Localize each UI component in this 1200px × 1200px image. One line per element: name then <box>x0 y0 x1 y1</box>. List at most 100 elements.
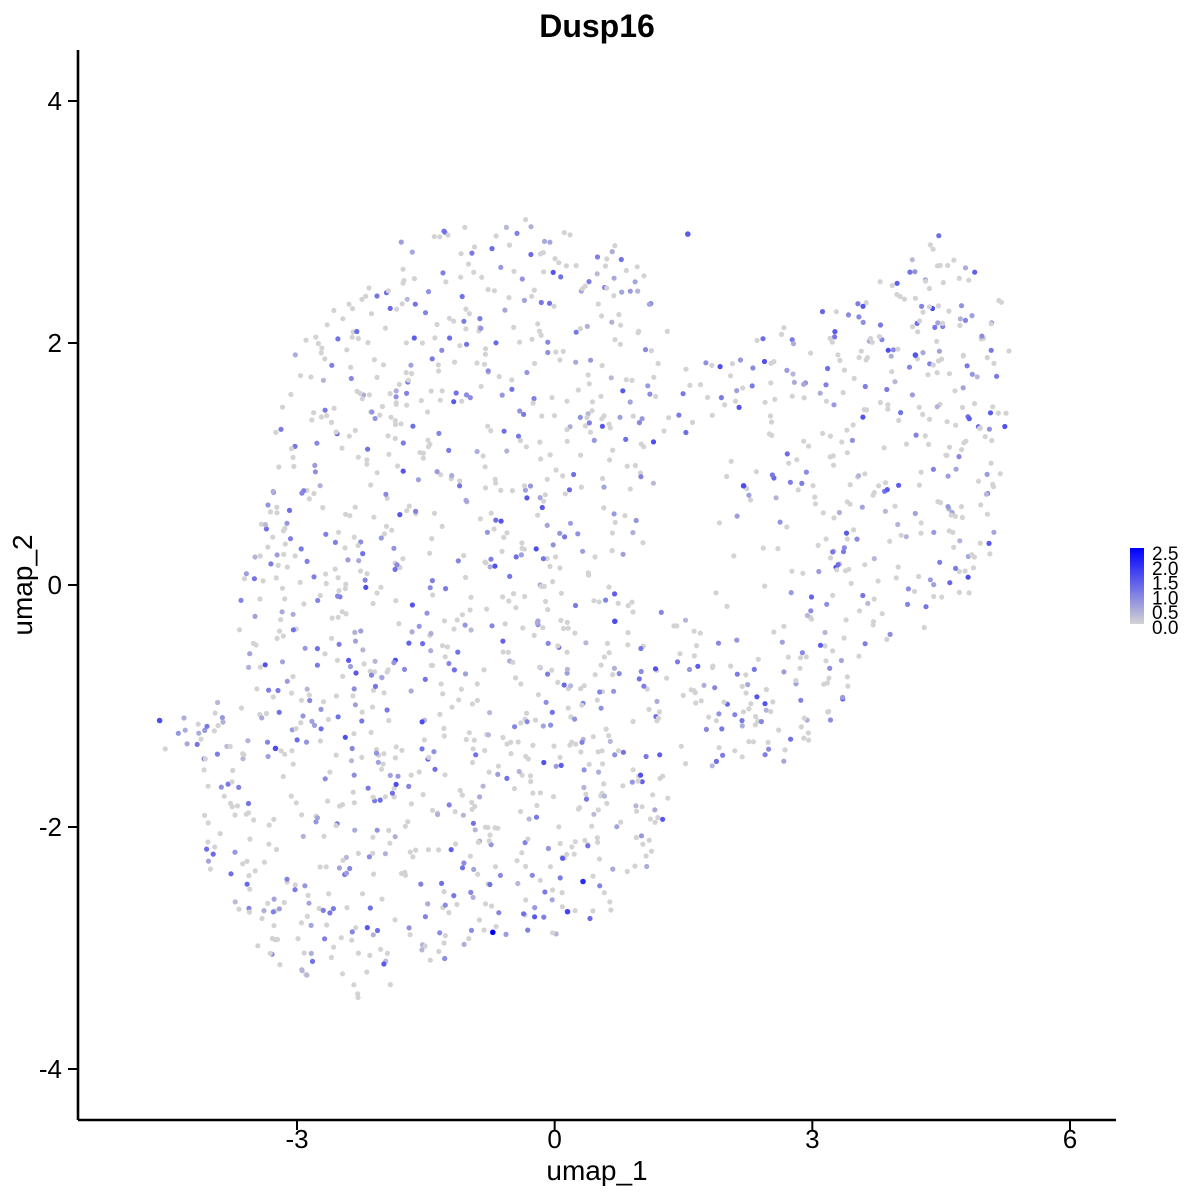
cell-point <box>611 665 618 671</box>
cell-point <box>823 398 830 404</box>
cell-point <box>717 364 723 370</box>
cell-point <box>322 651 328 657</box>
cell-point <box>790 341 797 347</box>
cell-point <box>732 712 738 718</box>
cell-point <box>472 827 478 833</box>
cell-point <box>988 321 994 327</box>
cell-point <box>862 562 868 568</box>
cell-point <box>451 893 457 899</box>
cell-point <box>506 598 512 604</box>
cell-point <box>437 234 443 240</box>
cell-point <box>591 811 597 817</box>
cell-point <box>793 677 799 684</box>
cell-point <box>573 741 579 747</box>
cell-point <box>719 726 725 732</box>
cell-point <box>477 316 483 322</box>
cell-point <box>278 617 284 623</box>
cell-point <box>515 739 521 745</box>
cell-point <box>419 340 425 346</box>
cell-point <box>918 530 924 536</box>
cell-point <box>195 721 201 727</box>
cell-point <box>630 530 636 536</box>
cell-point <box>425 901 431 907</box>
cell-point <box>541 269 547 275</box>
cell-point <box>882 480 889 486</box>
cell-point <box>304 913 310 920</box>
cell-point <box>916 482 923 488</box>
cell-point <box>832 334 838 340</box>
x-tick-label: 0 <box>547 1124 561 1154</box>
cell-point <box>775 546 781 552</box>
cell-point <box>402 869 408 876</box>
cell-point <box>299 490 305 496</box>
cell-point <box>427 957 433 963</box>
cell-point <box>400 468 406 474</box>
cell-point <box>207 866 213 872</box>
cell-point <box>937 559 943 565</box>
cell-point <box>608 907 614 913</box>
cell-point <box>514 858 520 864</box>
cell-point <box>921 624 927 631</box>
cell-point <box>709 763 715 769</box>
cell-point <box>418 881 424 887</box>
cell-point <box>734 388 740 394</box>
cell-point <box>439 523 445 530</box>
cell-point <box>795 487 801 493</box>
cell-point <box>625 642 631 648</box>
cell-point <box>265 502 271 508</box>
cell-point <box>374 374 380 380</box>
cell-point <box>550 579 556 585</box>
cell-point <box>903 534 909 540</box>
cell-point <box>251 817 257 823</box>
cell-point <box>271 816 277 822</box>
cell-point <box>789 393 795 399</box>
cell-point <box>514 230 520 236</box>
cell-point <box>666 415 672 421</box>
cell-point <box>826 708 832 715</box>
cell-point <box>479 274 485 280</box>
cell-point <box>440 691 446 697</box>
cell-point <box>917 318 923 324</box>
cell-point <box>642 347 649 353</box>
cell-point <box>612 243 618 249</box>
cell-point <box>252 613 258 620</box>
cell-point <box>345 557 351 563</box>
cell-point <box>492 476 498 482</box>
cell-point <box>517 408 523 414</box>
cell-point <box>854 536 860 542</box>
cell-point <box>275 687 281 694</box>
cell-point <box>564 427 570 433</box>
y-tick-label: 4 <box>48 86 62 116</box>
cell-point <box>440 270 446 276</box>
cell-point <box>539 504 545 511</box>
cell-point <box>951 257 957 263</box>
cell-point <box>618 256 624 263</box>
cell-point <box>876 483 882 489</box>
cell-point <box>616 312 622 318</box>
cell-point <box>848 580 854 587</box>
cell-point <box>513 675 519 681</box>
cell-point <box>462 622 468 628</box>
cell-point <box>404 508 410 514</box>
cell-point <box>449 473 455 479</box>
cell-point <box>913 432 919 438</box>
cell-point <box>308 922 314 929</box>
cell-point <box>462 574 469 581</box>
cell-point <box>350 693 356 699</box>
cell-point <box>960 385 966 391</box>
cell-point <box>644 863 650 870</box>
cell-point <box>409 249 415 255</box>
cell-point <box>486 838 492 844</box>
cell-point <box>464 341 470 347</box>
cell-point <box>329 362 335 368</box>
cell-point <box>369 704 376 710</box>
cell-point <box>457 483 463 489</box>
cell-point <box>240 756 246 762</box>
cell-point <box>336 641 342 647</box>
cell-point <box>234 803 240 809</box>
cell-point <box>359 718 365 724</box>
cell-point <box>728 458 734 464</box>
cell-point <box>201 767 207 773</box>
cell-point <box>901 296 908 302</box>
cell-point <box>788 590 794 596</box>
